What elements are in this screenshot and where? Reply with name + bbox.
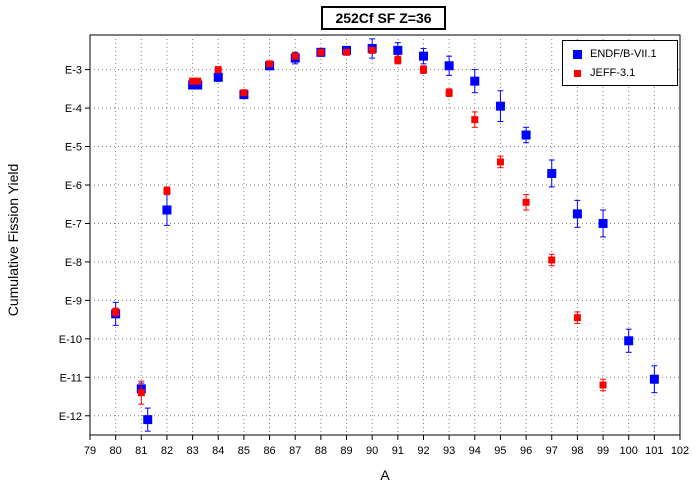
x-tick-label: 100 [620,445,638,457]
legend-item-endf: ENDF/B-VII.1 [573,46,657,62]
data-point [188,80,198,90]
data-point [471,116,479,124]
x-tick-label: 80 [110,445,122,457]
x-tick-label: 94 [469,445,481,457]
x-axis-label: A [380,467,390,483]
data-point [419,66,427,74]
data-point [162,205,172,215]
x-tick-label: 90 [366,445,378,457]
data-point [189,77,197,85]
data-point [291,52,299,60]
data-point [343,48,351,56]
y-tick-label: E-3 [65,65,82,77]
data-point [137,389,145,397]
data-point [624,336,634,346]
data-point [368,46,376,54]
y-tick-label: E-11 [60,372,82,384]
data-point [496,158,504,166]
x-tick-label: 88 [315,445,327,457]
data-point [418,51,428,61]
y-tick-label: E-7 [65,218,82,230]
legend-label-jeff: JEFF-3.1 [590,67,636,79]
x-tick-label: 102 [671,445,689,457]
y-tick-label: E-5 [65,142,82,154]
data-point [317,48,325,56]
series-jeff [112,46,607,405]
legend-swatch-endf [573,49,582,59]
x-tick-label: 79 [84,445,96,457]
data-point [598,218,608,228]
data-point [548,256,556,264]
data-point [394,56,402,64]
x-tick-label: 83 [186,445,198,457]
data-point [572,209,582,219]
data-point [573,314,581,322]
data-point [445,89,453,97]
x-tick-label: 101 [645,445,663,457]
y-tick-label: E-9 [65,295,82,307]
data-point [112,308,120,316]
data-point [194,77,202,85]
y-tick-label: E-8 [65,257,82,269]
x-tick-label: 82 [161,445,173,457]
x-tick-label: 92 [417,445,429,457]
y-axis-label: Cumulative Fission Yield [5,164,21,317]
x-tick-label: 85 [238,445,250,457]
x-tick-label: 97 [546,445,558,457]
data-point [547,168,557,178]
legend: ENDF/B-VII.1 JEFF-3.1 [562,40,678,86]
data-point [599,381,607,389]
x-tick-label: 87 [289,445,301,457]
data-point [266,60,274,68]
y-tick-label: E-6 [65,180,82,192]
data-point [163,187,171,195]
y-tick-label: E-10 [59,334,82,346]
legend-swatch-jeff [574,69,581,77]
y-tick-label: E-4 [65,103,82,115]
data-point [214,66,222,74]
x-tick-label: 84 [212,445,224,457]
data-marks [111,38,659,432]
x-tick-label: 96 [520,445,532,457]
x-tick-label: 93 [443,445,455,457]
data-point [143,415,153,425]
data-point [649,374,659,384]
x-tick-label: 81 [135,445,147,457]
x-tick-label: 95 [494,445,506,457]
legend-label-endf: ENDF/B-VII.1 [590,48,657,60]
x-tick-label: 98 [571,445,583,457]
data-point [522,198,530,206]
data-point [193,80,203,90]
y-axis: E-3 E-4 E-5 E-6 E-7 E-8 E-9 E-10 E-11 E-12 [59,65,90,423]
data-point [470,76,480,86]
data-point [393,45,403,55]
grid [90,35,680,435]
chart-title: 252Cf SF Z=36 [321,6,446,30]
legend-item-jeff: JEFF-3.1 [573,65,635,81]
x-axis: 79 80 81 82 83 84 85 86 87 88 89 90 91 92 93 94 95 96 97 98… [84,435,689,457]
data-point [444,61,454,71]
y-tick-label: E-12 [59,411,82,423]
x-tick-label: 99 [597,445,609,457]
data-point [213,72,223,82]
x-tick-label: 91 [392,445,404,457]
data-point [495,101,505,111]
x-tick-label: 89 [340,445,352,457]
data-point [521,130,531,140]
plot-area [89,34,681,436]
data-point [240,89,248,97]
x-tick-label: 86 [263,445,275,457]
